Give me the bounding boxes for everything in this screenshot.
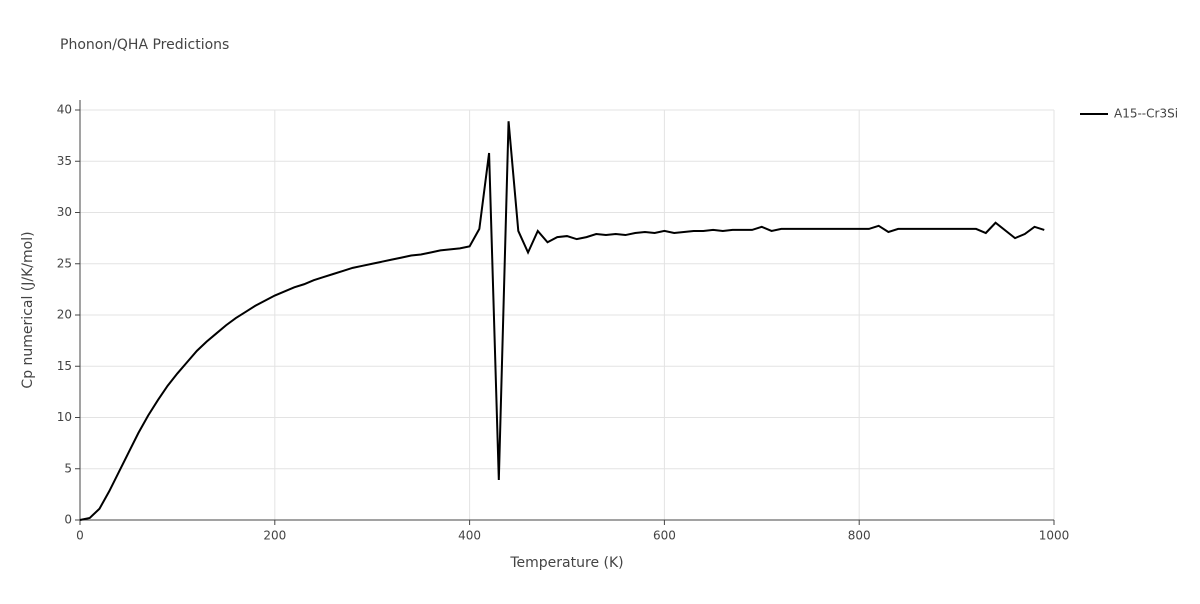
y-tick-label: 40 — [57, 103, 72, 117]
y-tick-label: 25 — [57, 256, 72, 270]
y-tick-label: 35 — [57, 154, 72, 168]
y-tick-label: 10 — [57, 410, 72, 424]
x-tick-label: 800 — [848, 529, 871, 543]
y-tick-label: 15 — [57, 359, 72, 373]
y-axis-title: Cp numerical (J/K/mol) — [20, 231, 36, 388]
y-tick-label: 20 — [57, 308, 72, 322]
x-tick-label: 400 — [458, 529, 481, 543]
x-tick-label: 200 — [263, 529, 286, 543]
y-tick-label: 0 — [64, 513, 72, 527]
chart-title: Phonon/QHA Predictions — [60, 37, 229, 53]
y-tick-label: 5 — [64, 461, 72, 475]
x-axis-title: Temperature (K) — [509, 555, 623, 571]
x-tick-label: 600 — [653, 529, 676, 543]
x-tick-label: 1000 — [1039, 529, 1070, 543]
y-tick-label: 30 — [57, 205, 72, 219]
legend-label: A15--Cr3Si — [1114, 107, 1178, 121]
data-line — [79, 121, 1045, 521]
x-tick-label: 0 — [76, 529, 84, 543]
